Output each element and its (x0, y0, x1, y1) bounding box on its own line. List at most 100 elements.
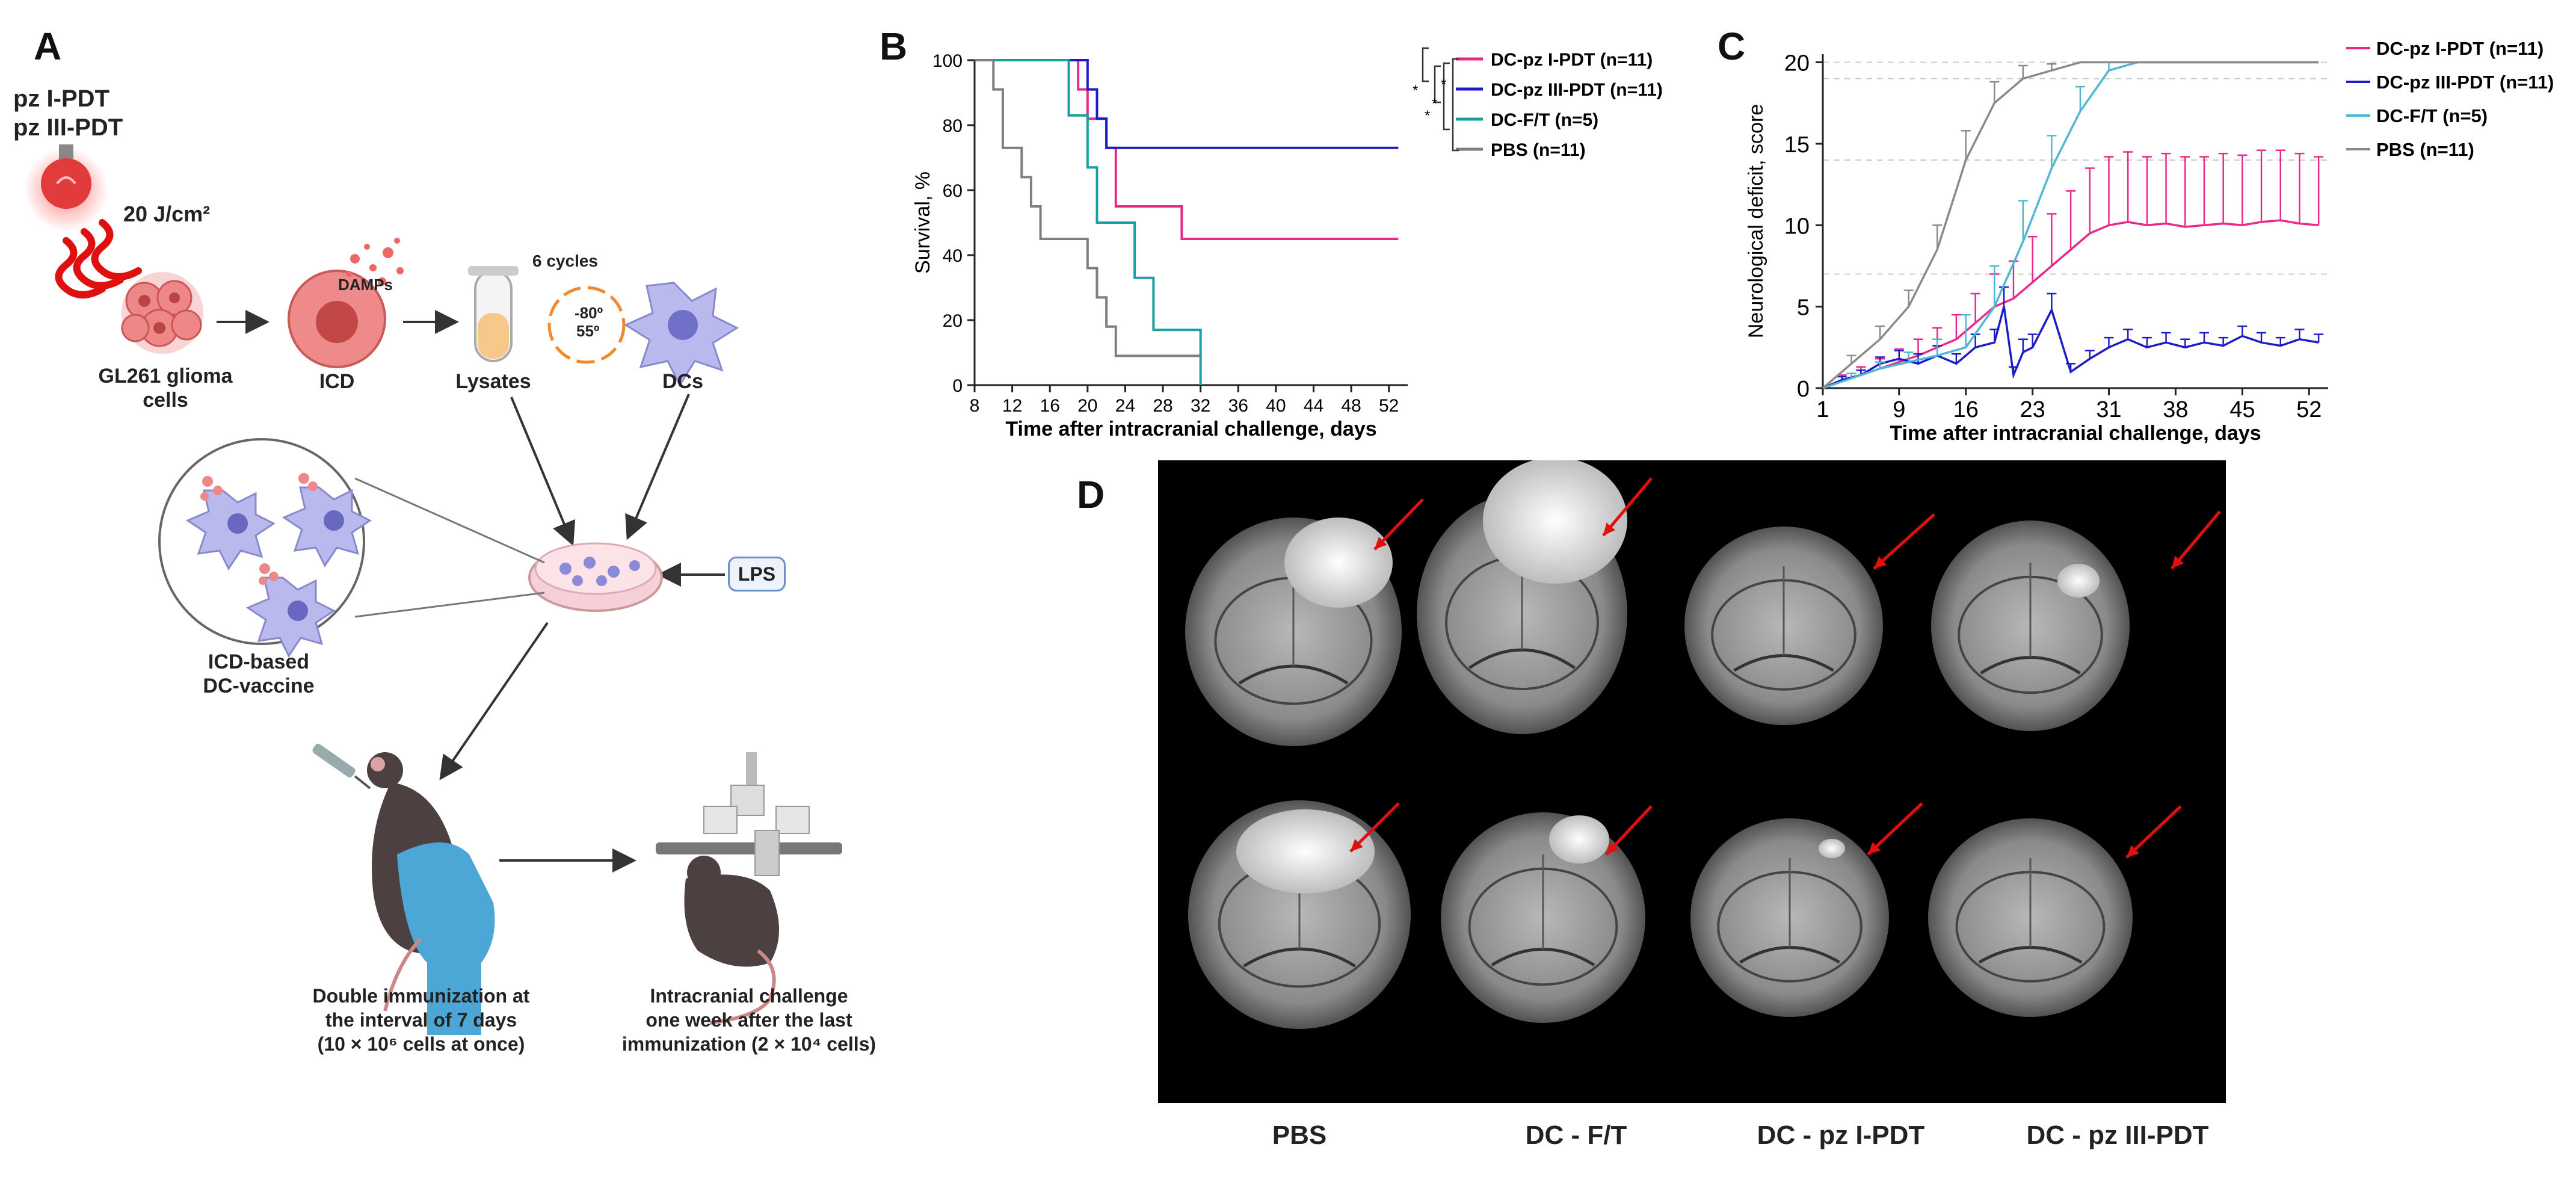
mri-label-pbs: PBS (1272, 1120, 1327, 1150)
survival-series-line (975, 59, 1201, 357)
mri-red-arrowhead (1351, 839, 1363, 851)
pdt-label-2: pz III-PDT (13, 114, 123, 141)
lysates-label: Lysates (455, 370, 531, 393)
deficit-legend-label: DC-pz III-PDT (n=11) (2376, 72, 2554, 93)
deficit-y-tick-label: 5 (1797, 295, 1810, 321)
panel-label-a: A (34, 25, 62, 68)
pdt-label-1: pz I-PDT (13, 85, 109, 112)
vaccine-label: ICD-based DC-vaccine (203, 650, 315, 697)
survival-series-line (975, 59, 1399, 240)
mri-label-pz3: DC - pz III-PDT (2026, 1120, 2209, 1150)
mri-scans (1185, 457, 2221, 1029)
mri-red-arrowhead (2172, 555, 2184, 569)
schematic-graphics (24, 144, 842, 1035)
survival-significance-bracket (1452, 58, 1459, 152)
mri-red-arrow (2171, 510, 2221, 570)
survival-y-tick-label: 80 (943, 116, 963, 136)
survival-legend-label: DC-pz III-PDT (n=11) (1491, 80, 1663, 100)
survival-x-tick-label: 24 (1115, 396, 1135, 416)
mri-red-arrowhead (1375, 537, 1387, 549)
mri-tumor (1483, 457, 1627, 584)
survival-x-axis-label: Time after intracranial challenge, days (1005, 418, 1376, 440)
mri-brain-contour (1243, 947, 1356, 968)
survival-x-tick-label: 52 (1379, 396, 1399, 416)
survival-x-tick-label: 36 (1228, 396, 1248, 416)
mri-tumor (1819, 839, 1845, 858)
vaccine-magnified-circle (158, 438, 372, 658)
dose-label: 20 J/cm² (123, 202, 211, 226)
deficit-y-tick-label: 10 (1784, 214, 1810, 239)
immunized-mouse-icon (312, 744, 495, 1035)
mri-brain-contour (1238, 664, 1349, 685)
light-waves-icon (55, 219, 142, 298)
glioma-cells-icon (121, 272, 203, 354)
deficit-legend-label: DC-F/T (n=5) (2376, 105, 2488, 126)
deficit-y-tick-label: 15 (1784, 132, 1810, 158)
lps-box: LPS (728, 557, 786, 592)
survival-y-axis-label: Survival, % (911, 171, 934, 274)
neurological-deficit-chart: 0 5 10 15 20 1 9 16 23 31 38 45 52 Time after intracr… (1745, 38, 2554, 445)
deficit-x-tick-label: 23 (2020, 397, 2045, 422)
mri-label-pz1: DC - pz I-PDT (1757, 1120, 1925, 1150)
survival-significance-bracket (1422, 47, 1429, 82)
survival-significance-bracket (1443, 62, 1450, 131)
survival-series-line (975, 59, 1399, 149)
survival-x-tick-label: 40 (1266, 396, 1286, 416)
survival-y-tick-label: 100 (932, 51, 963, 71)
mri-tumor (2057, 564, 2100, 598)
mri-label-ft: DC - F/T (1525, 1120, 1627, 1150)
mri-red-arrowhead (1606, 842, 1619, 854)
survival-legend-label: DC-pz I-PDT (n=11) (1491, 50, 1653, 70)
deficit-x-tick-label: 9 (1893, 397, 1905, 422)
mri-red-arrowhead (1603, 522, 1616, 536)
survival-significance-star: * (1441, 76, 1446, 93)
survival-legend-label: DC-F/T (n=5) (1491, 110, 1598, 130)
survival-y-tick-label: 40 (943, 246, 963, 266)
survival-legend-label: PBS (n=11) (1491, 140, 1586, 160)
mri-red-arrow (1602, 477, 1653, 537)
survival-x-tick-label: 16 (1040, 396, 1060, 416)
mri-tumor (1284, 517, 1393, 608)
deficit-x-tick-label: 45 (2229, 397, 2255, 422)
deficit-x-axis-label: Time after intracranial challenge, days (1890, 422, 2261, 445)
deficit-x-tick-label: 31 (2096, 397, 2121, 422)
deficit-x-tick-label: 1 (1816, 397, 1829, 422)
mri-panel (1158, 457, 2226, 1103)
deficit-legend-label: DC-pz I-PDT (n=11) (2376, 38, 2544, 59)
deficit-y-tick-label: 20 (1784, 51, 1810, 76)
damps-label: DAMPs (338, 276, 393, 294)
immunization-label: Double immunization at the interval of 7… (312, 985, 530, 1055)
icd-label: ICD (319, 370, 355, 393)
mri-brain-contour (1468, 648, 1576, 670)
survival-x-tick-label: 28 (1153, 396, 1172, 416)
panel-label-c: C (1718, 25, 1746, 68)
mri-red-arrow (1873, 513, 1935, 570)
mri-red-arrowhead (1868, 842, 1881, 854)
deficit-x-tick-label: 38 (2163, 397, 2188, 422)
survival-y-tick-label: 0 (952, 376, 963, 396)
mri-red-arrowhead (1874, 556, 1887, 569)
survival-x-tick-label: 32 (1191, 396, 1210, 416)
glioma-cells-label: GL261 glioma cells (98, 365, 233, 412)
stereotaxic-mouse-icon (656, 752, 842, 1025)
survival-x-tick-label: 48 (1341, 396, 1361, 416)
mri-red-arrow (1867, 802, 1923, 856)
survival-series-line (975, 59, 1202, 385)
survival-x-tick-label: 12 (1002, 396, 1022, 416)
deficit-series-line (1822, 61, 2319, 389)
panel-label-d: D (1077, 473, 1105, 516)
survival-x-tick-label: 44 (1304, 396, 1323, 416)
deficit-x-tick-label: 16 (1953, 397, 1979, 422)
freeze-thaw-cycle-icon (547, 286, 626, 364)
survival-significance-bracket (1434, 65, 1441, 103)
survival-x-tick-label: 20 (1077, 396, 1097, 416)
mri-red-arrow (2125, 805, 2182, 859)
petri-dish-icon (528, 542, 663, 612)
deficit-series-line (1822, 61, 2319, 389)
dendritic-cell-icon (623, 282, 739, 388)
survival-chart: 0 20 40 60 80 100 8 12 16 20 24 28 32 36 40 44 48 52Time … (911, 47, 1663, 440)
survival-y-tick-label: 20 (943, 311, 963, 331)
lysate-tube-icon (468, 266, 519, 362)
deficit-y-tick-label: 0 (1797, 377, 1810, 402)
survival-significance-star: * (1432, 96, 1437, 112)
